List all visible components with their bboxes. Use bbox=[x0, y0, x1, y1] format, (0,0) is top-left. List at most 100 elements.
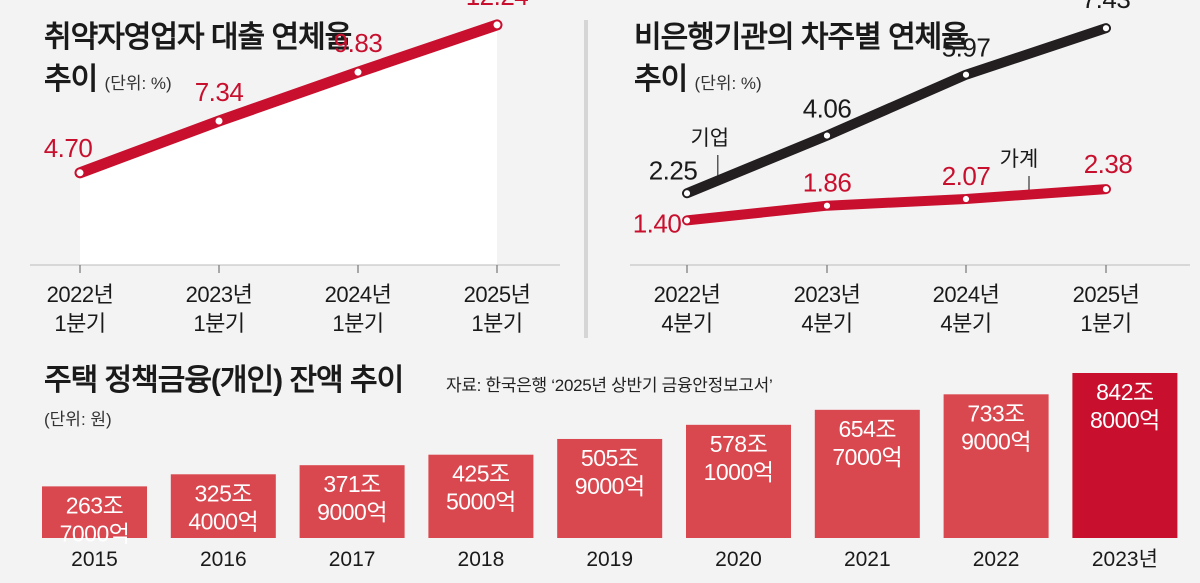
chart2-category-label-3-line2: 1분기 bbox=[1080, 311, 1131, 336]
chart2-title-suffix: 추이 bbox=[634, 63, 688, 96]
chart2-category-label-0-line2: 4분기 bbox=[661, 311, 712, 336]
bar-2015 bbox=[42, 486, 147, 538]
chart2-point-corporate-1 bbox=[822, 131, 832, 140]
bar-2023년 bbox=[1072, 373, 1178, 538]
chart2-point-corporate-3 bbox=[1101, 24, 1111, 33]
bar-2018 bbox=[428, 454, 534, 538]
bar-label-top-2023년: 842조 bbox=[1096, 379, 1154, 405]
chart2-line-corporate bbox=[682, 23, 1111, 199]
chart2-point-household-0 bbox=[682, 216, 692, 225]
chart2-unit: (단위: %) bbox=[694, 74, 762, 93]
bar-label-bottom-2021: 7000억 bbox=[832, 444, 902, 470]
chart2-category-label-0-line1: 2022년 bbox=[654, 282, 721, 307]
bar-category-label-2016: 2016 bbox=[200, 548, 247, 571]
bar-label-bottom-2015: 7000억 bbox=[60, 520, 130, 546]
chart2-value-label-corporate-0: 2.25 bbox=[649, 155, 698, 185]
chart2-point-household-2 bbox=[961, 194, 971, 204]
chart2-point-household-3 bbox=[1101, 185, 1111, 194]
chart1-title-line1: 취약자영업자 대출 연체율 bbox=[44, 21, 352, 54]
chart2-value-label-household-3: 2.38 bbox=[1084, 149, 1133, 179]
bar-2020 bbox=[686, 424, 791, 538]
chart1-plot: 4.70 7.34 9.83 12.24 2022년 1분기 2023년 1분기 2024년 1분… bbox=[30, 0, 560, 336]
chart-panel-housing-policy-finance: 주택 정책금융(개인) 잔액 추이 자료: 한국은행 ‘2025년 상반기 금융… bbox=[0, 355, 1200, 583]
chart1-unit: (단위: %) bbox=[104, 74, 172, 93]
chart2-value-label-household-0: 1.40 bbox=[633, 208, 682, 238]
bar-category-label-2020: 2020 bbox=[715, 548, 762, 571]
chart2-value-label-corporate-1: 4.06 bbox=[803, 94, 852, 124]
chart1-point-1 bbox=[214, 116, 224, 126]
chart1-value-label-1: 7.34 bbox=[195, 77, 244, 107]
chart2-value-label-household-2: 2.07 bbox=[942, 161, 991, 191]
chart2-series-label-corporate: 기업 bbox=[690, 127, 729, 150]
bar-label-bottom-2020: 1000억 bbox=[704, 459, 774, 485]
chart2-point-household-1 bbox=[822, 201, 832, 210]
chart3-plot: 263조7000억2015325조4000억2016371조9000억20174… bbox=[42, 373, 1178, 571]
bar-label-bottom-2018: 5000억 bbox=[446, 489, 516, 515]
chart1-point-0 bbox=[75, 168, 85, 178]
chart1-point-3 bbox=[492, 20, 502, 30]
chart2-category-label-1-line1: 2023년 bbox=[794, 282, 861, 307]
panel-divider bbox=[584, 20, 588, 338]
bar-2022 bbox=[943, 394, 1049, 538]
chart2-point-corporate-0 bbox=[682, 189, 692, 198]
chart1-value-label-2: 9.83 bbox=[334, 28, 383, 58]
bar-label-top-2021: 654조 bbox=[839, 416, 897, 442]
chart3-title: 주택 정책금융(개인) 잔액 추이 bbox=[44, 364, 404, 397]
chart1-category-label-0-line1: 2022년 bbox=[47, 282, 114, 307]
bar-label-bottom-2017: 9000억 bbox=[317, 499, 387, 525]
bar-2017 bbox=[299, 465, 405, 538]
chart2-point-corporate-2 bbox=[961, 70, 971, 79]
chart1-value-label-0: 4.70 bbox=[44, 133, 93, 163]
chart2-category-label-2-line1: 2024년 bbox=[933, 282, 1000, 307]
chart2-line-household bbox=[682, 184, 1111, 226]
bar-category-label-2022: 2022 bbox=[973, 548, 1020, 571]
chart2-value-label-corporate-2: 5.97 bbox=[942, 33, 991, 63]
bar-category-label-2021: 2021 bbox=[844, 548, 891, 571]
bar-category-label-2018: 2018 bbox=[458, 548, 505, 571]
chart1-category-label-3-line2: 1분기 bbox=[471, 311, 522, 336]
chart1-title-suffix: 추이 bbox=[44, 63, 98, 96]
chart2-value-label-household-1: 1.86 bbox=[803, 168, 852, 198]
bar-label-top-2019: 505조 bbox=[581, 445, 639, 471]
bar-2019 bbox=[557, 438, 663, 538]
chart1-line bbox=[74, 19, 503, 179]
chart1-category-label-2-line1: 2024년 bbox=[325, 282, 392, 307]
bar-category-label-2023년: 2023년 bbox=[1092, 548, 1158, 571]
chart2-value-label-corporate-3: 7.43 bbox=[1082, 0, 1131, 14]
chart-panel-self-employed-delinquency: 취약자영업자 대출 연체율 추이 (단위: %) 4.70 7.34 9.83 12.… bbox=[0, 0, 580, 355]
chart1-category-label-1-line1: 2023년 bbox=[186, 282, 253, 307]
bar-label-top-2020: 578조 bbox=[710, 431, 768, 457]
bar-label-bottom-2016: 4000억 bbox=[188, 508, 258, 534]
chart1-category-label-0-line2: 1분기 bbox=[54, 311, 105, 336]
bar-label-bottom-2019: 9000억 bbox=[575, 473, 645, 499]
chart2-category-label-3-line1: 2025년 bbox=[1073, 282, 1140, 307]
bar-2021 bbox=[814, 409, 920, 538]
chart1-category-label-3-line1: 2025년 bbox=[464, 282, 531, 307]
chart1-point-2 bbox=[353, 67, 363, 77]
chart1-value-label-3: 12.24 bbox=[466, 0, 529, 11]
bar-2016 bbox=[170, 474, 276, 538]
bar-label-top-2022: 733조 bbox=[967, 400, 1025, 426]
chart2-title-line1: 비은행기관의 차주별 연체율 bbox=[634, 21, 969, 54]
bar-category-label-2015: 2015 bbox=[71, 548, 118, 571]
bar-label-top-2018: 425조 bbox=[452, 461, 510, 487]
chart2-category-label-1-line2: 4분기 bbox=[801, 311, 852, 336]
chart3-source: 자료: 한국은행 ‘2025년 상반기 금융안정보고서’ bbox=[446, 376, 773, 395]
chart1-category-label-1-line2: 1분기 bbox=[193, 311, 244, 336]
bar-category-label-2019: 2019 bbox=[586, 548, 633, 571]
bar-label-bottom-2023년: 8000억 bbox=[1090, 407, 1160, 433]
chart2-title-line2: 추이 (단위: %) bbox=[634, 60, 762, 104]
chart2-category-label-2-line2: 4분기 bbox=[940, 311, 991, 336]
chart1-area bbox=[80, 24, 497, 266]
bar-label-top-2015: 263조 bbox=[66, 492, 124, 518]
chart2-series-label-household: 가계 bbox=[1000, 148, 1039, 171]
chart3-unit: (단위: 원) bbox=[44, 410, 112, 429]
bar-label-bottom-2022: 9000억 bbox=[961, 428, 1031, 454]
chart1-title-line2: 추이 (단위: %) bbox=[44, 60, 172, 104]
bar-label-top-2016: 325조 bbox=[195, 480, 253, 506]
chart1-category-label-2-line2: 1분기 bbox=[332, 311, 383, 336]
bar-label-top-2017: 371조 bbox=[323, 471, 381, 497]
bar-category-label-2017: 2017 bbox=[329, 548, 376, 571]
